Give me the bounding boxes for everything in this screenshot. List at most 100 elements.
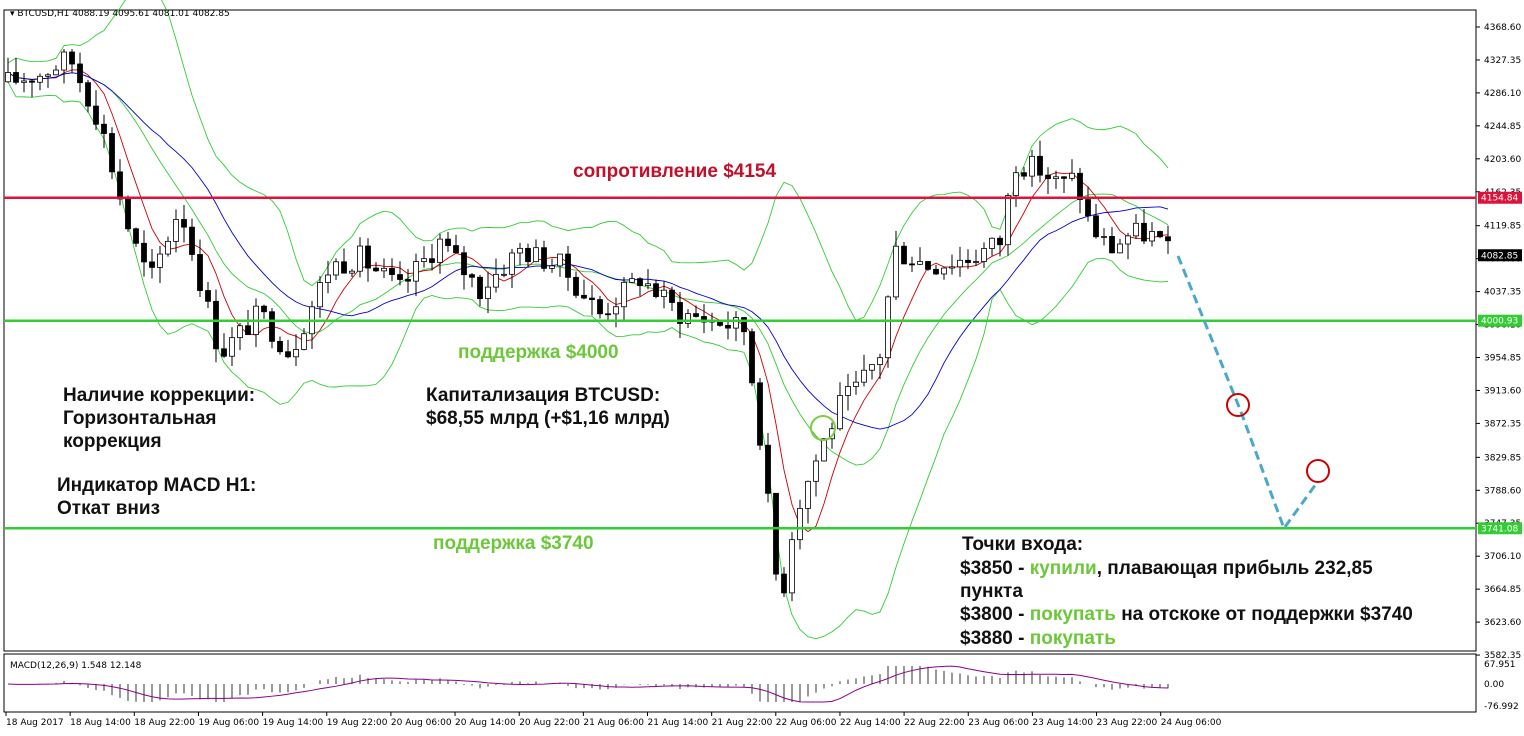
candle-body [493,273,499,288]
candle-body [845,386,851,396]
candle-body [445,238,451,246]
candle-body [165,240,171,255]
correction-text: Наличие коррекции: [63,385,255,406]
entry-title: Точки входа: [962,534,1083,555]
entry-2: $3800 - покупать на отскоке от поддержки… [960,604,1413,625]
time-axis: 18 Aug 2017 18 Aug 14:00 18 Aug 22:00 19 Au… [5,712,1222,728]
entry-3: $3880 - покупать [960,628,1116,649]
annotations: ▾ BTCUSD,H1 4088.19 4095.61 4081.01 4082… [10,9,1413,649]
candle-body [37,75,43,83]
candle-body [229,337,235,357]
y-tick-label: 3706.10 [1484,552,1521,562]
candle-body [237,325,243,339]
candle-body [925,261,931,270]
candle-body [173,219,179,242]
cap-text: Капитализация BTCUSD: [426,385,660,406]
x-tick-label: 23 Aug 22:00 [1097,718,1158,728]
candle-body [501,273,507,276]
correction-text: Горизонтальная [63,408,217,429]
chart-header: ▾ BTCUSD,H1 4088.19 4095.61 4081.01 4082… [10,9,230,19]
candle-body [805,480,811,509]
y-tick-label: 4368.60 [1484,23,1521,33]
correction-text: коррекция [63,431,162,452]
macd-tick-label: 67.951 [1484,660,1516,670]
candle-body [637,278,643,287]
candle-body [525,247,531,263]
candle-body [1053,176,1059,180]
candle-body [45,74,51,77]
ma-slow-line [7,72,1169,430]
candle-body [989,237,995,249]
y-tick-label: 3829.85 [1484,453,1521,463]
candle-body [725,325,731,329]
price-tag [1478,191,1522,204]
candle-body [629,278,635,283]
entry-circle [1306,459,1330,483]
candle-body [317,282,323,308]
price-tag [1478,249,1522,262]
candle-body [789,539,795,594]
candle-body [981,248,987,262]
y-tick-label: 3623.60 [1484,618,1521,628]
macd-tick-label: 0.00 [1484,680,1504,690]
candle-body [797,507,803,541]
x-tick-label: 21 Aug 14:00 [648,718,709,728]
candle-body [125,198,131,230]
candle-body [1157,231,1163,238]
candle-body [693,313,699,317]
macd-frame [3,653,1477,713]
x-tick-label: 18 Aug 2017 [6,718,64,728]
candle-body [917,261,923,265]
x-tick-label: 20 Aug 06:00 [391,718,452,728]
candle-body [333,261,339,276]
price-tag [1478,522,1522,535]
candle-body [61,51,67,71]
candle-body [581,294,587,299]
bollinger-bands [7,0,1169,640]
candle-body [685,313,691,324]
candle-body [733,317,739,329]
candle-body [517,247,523,254]
candle-body [597,299,603,315]
ma-fast-line [7,69,1169,533]
candle-body [973,261,979,263]
price-tag-label: 4154.84 [1481,194,1518,204]
x-tick-label: 19 Aug 22:00 [327,718,388,728]
support-4000-label: поддержка $4000 [458,342,619,363]
candle-body [301,333,307,350]
candle-body [869,364,875,371]
buy-circle [810,415,836,441]
macd-note-text: Откат вниз [57,498,160,519]
y-tick-label: 3788.60 [1484,486,1521,496]
candle-body [1133,222,1139,237]
macd-tick-label: -76.992 [1484,702,1519,712]
y-tick-label: 3582.35 [1484,651,1521,661]
candle-body [701,316,707,323]
candle-body [741,317,747,333]
cap-text: $68,55 млрд (+$1,16 млрд) [426,408,670,429]
candle-body [1117,243,1123,254]
candle-body [469,274,475,278]
candle-body [1061,176,1067,179]
candle-body [773,492,779,575]
candle-body [837,395,843,430]
x-tick-label: 22 Aug 22:00 [904,718,965,728]
main-frame [3,9,1477,652]
candle-body [261,305,267,313]
candle-body [109,133,115,173]
forecast-path [810,255,1330,532]
candle-body [1013,172,1019,196]
candle-body [221,348,227,357]
candle-body [101,123,107,134]
candle-body [589,297,595,300]
candle-body [957,259,963,268]
candle-body [389,267,395,275]
candle-body [437,238,443,263]
candle-body [997,237,1003,246]
candle-body [269,311,275,342]
candle-body [549,265,555,269]
candle-body [1037,155,1043,176]
candle-body [149,261,155,268]
y-tick-label: 4244.85 [1484,122,1521,132]
